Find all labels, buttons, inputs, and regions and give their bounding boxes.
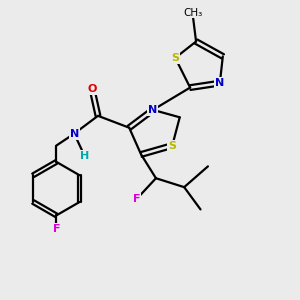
Text: S: S [168, 140, 176, 151]
Text: H: H [80, 151, 89, 161]
Text: S: S [171, 53, 179, 63]
Text: CH₃: CH₃ [184, 8, 203, 18]
Text: N: N [148, 105, 158, 115]
Text: O: O [87, 84, 97, 94]
Text: F: F [52, 224, 60, 234]
Text: N: N [215, 78, 224, 88]
Text: F: F [133, 194, 140, 204]
Text: N: N [70, 129, 79, 139]
